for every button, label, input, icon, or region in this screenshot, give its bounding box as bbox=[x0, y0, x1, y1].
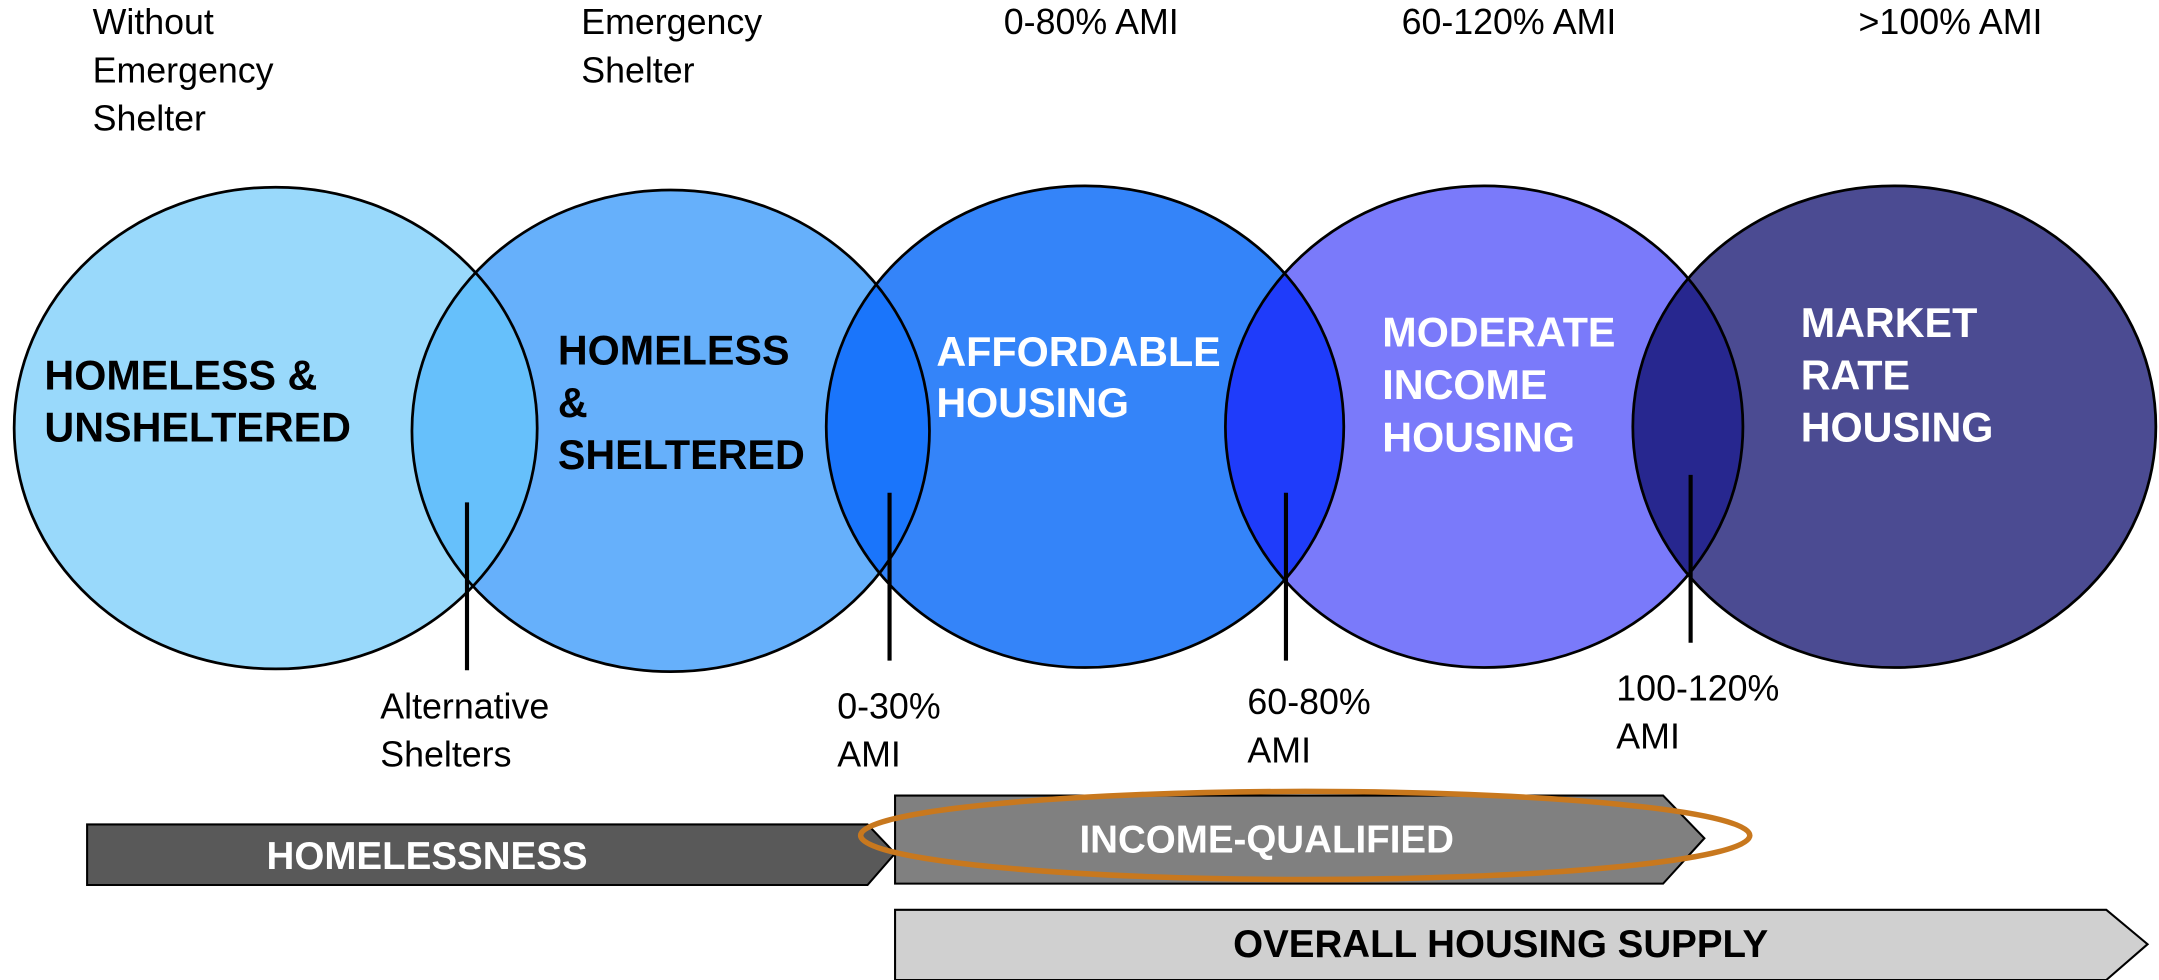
circle-outline bbox=[410, 188, 931, 674]
circle-label: UNSHELTERED bbox=[44, 405, 351, 451]
circle-label: MODERATE bbox=[1382, 310, 1615, 356]
circle bbox=[826, 185, 1344, 668]
circle-label: & bbox=[558, 380, 588, 426]
boundary-label: 60-80% bbox=[1247, 682, 1370, 722]
top-label: Shelter bbox=[581, 50, 694, 90]
boundary-label: AMI bbox=[1616, 717, 1680, 757]
top-label: Emergency bbox=[581, 2, 762, 42]
top-label: 60-120% AMI bbox=[1402, 2, 1617, 42]
circle bbox=[1632, 185, 2156, 668]
circle bbox=[1225, 185, 1743, 668]
bar-shape bbox=[86, 823, 897, 887]
bar-label: INCOME-QUALIFIED bbox=[1079, 819, 1453, 862]
top-label: Shelter bbox=[93, 99, 206, 139]
bar-label: OVERALL HOUSING SUPPLY bbox=[1233, 923, 1768, 966]
circle-label: HOMELESS bbox=[558, 328, 790, 374]
circle bbox=[411, 189, 930, 672]
boundary-label: Shelters bbox=[380, 734, 511, 774]
top-label: Without bbox=[93, 2, 214, 42]
circle-label: MARKET bbox=[1801, 300, 1978, 346]
top-label: Emergency bbox=[93, 50, 274, 90]
circle-outline bbox=[1224, 184, 1745, 669]
bar-label: HOMELESSNESS bbox=[267, 835, 588, 878]
circle bbox=[14, 187, 538, 669]
circle-label: HOUSING bbox=[1801, 405, 1994, 451]
top-label: >100% AMI bbox=[1859, 2, 2043, 42]
boundary-label: 0-30% bbox=[837, 686, 940, 726]
circle-label: HOMELESS & bbox=[44, 352, 317, 398]
boundary-label: AMI bbox=[1247, 730, 1311, 770]
circle-label: HOUSING bbox=[936, 380, 1129, 426]
circle-outline bbox=[824, 184, 1346, 669]
circle-label: INCOME bbox=[1382, 362, 1547, 408]
circle-outline bbox=[1631, 184, 2158, 669]
boundary-label: Alternative bbox=[380, 686, 549, 726]
circle-label: RATE bbox=[1801, 352, 1910, 398]
circle-label: HOUSING bbox=[1382, 414, 1575, 460]
circle-label: SHELTERED bbox=[558, 432, 805, 478]
boundary-label: AMI bbox=[837, 734, 901, 774]
boundary-label: 100-120% bbox=[1616, 668, 1779, 708]
top-label: 0-80% AMI bbox=[1004, 2, 1179, 42]
highlight bbox=[857, 788, 1753, 883]
circle-outline bbox=[12, 185, 539, 671]
bar-shape bbox=[894, 908, 2150, 980]
circle-label: AFFORDABLE bbox=[936, 329, 1220, 375]
